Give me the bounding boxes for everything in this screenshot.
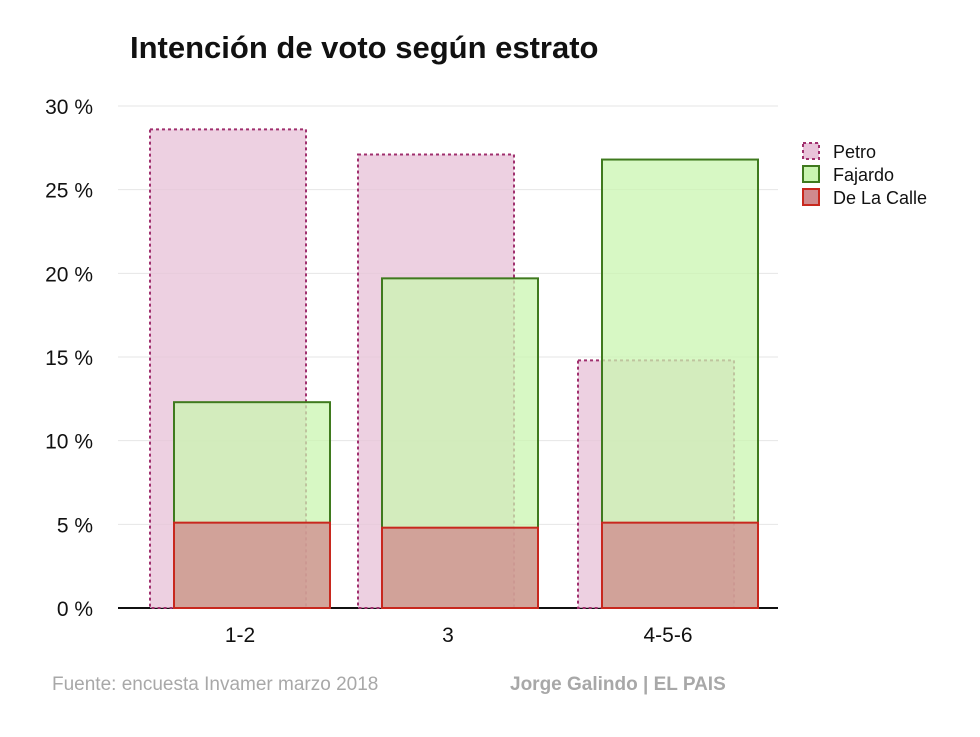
bar-de-la-calle: [173, 521, 331, 609]
y-tick-label: 25 %: [45, 180, 93, 203]
x-tick-label: 3: [442, 624, 454, 647]
y-tick-label: 10 %: [45, 431, 93, 454]
x-tick-label: 4-5-6: [643, 624, 692, 647]
legend-label: Petro: [833, 142, 876, 162]
bar-de-la-calle: [381, 526, 539, 609]
chart-title: Intención de voto según estrato: [130, 30, 599, 65]
y-tick-label: 15 %: [45, 347, 93, 370]
y-tick-label: 0 %: [57, 598, 93, 621]
y-tick-label: 20 %: [45, 263, 93, 286]
y-tick-label: 30 %: [45, 96, 93, 119]
legend-label: De La Calle: [833, 188, 927, 208]
source-note: Fuente: encuesta Invamer marzo 2018: [52, 674, 378, 695]
credit: Jorge Galindo | EL PAIS: [510, 674, 726, 695]
bar-de-la-calle: [601, 521, 759, 609]
legend-swatch: [802, 165, 820, 183]
y-tick-label: 5 %: [57, 514, 93, 537]
legend-label: Fajardo: [833, 165, 894, 185]
x-tick-label: 1-2: [225, 624, 255, 647]
legend-swatch: [802, 188, 820, 206]
legend-swatch: [802, 142, 820, 160]
